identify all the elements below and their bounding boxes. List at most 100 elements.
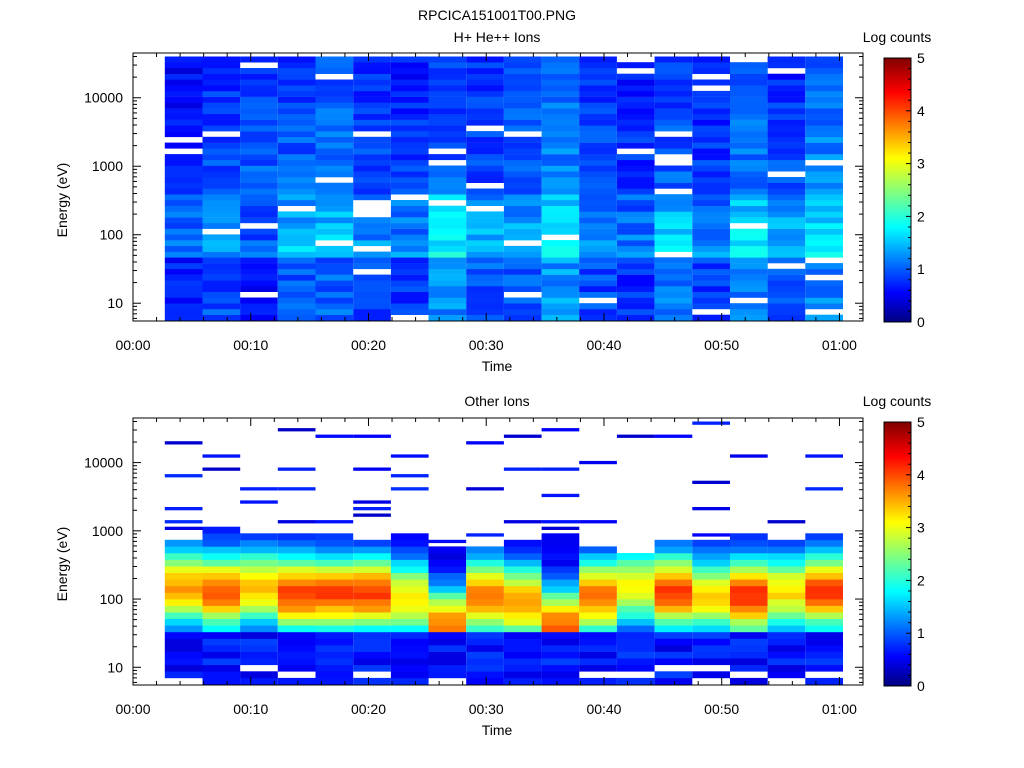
heatmap-cell <box>240 79 278 86</box>
heatmap-cell <box>767 56 806 63</box>
heatmap-cell <box>579 566 617 573</box>
heatmap-cell <box>390 234 429 241</box>
heatmap-cell <box>692 268 730 275</box>
heatmap-cell <box>503 280 542 287</box>
heatmap-cell <box>654 658 693 666</box>
heatmap-cell <box>692 56 730 63</box>
heatmap-cell <box>767 599 806 606</box>
heatmap-cell <box>730 90 768 97</box>
heatmap-cell <box>616 188 655 195</box>
heatmap-cell <box>654 257 693 264</box>
heatmap-cell <box>466 671 504 679</box>
heatmap-cell <box>428 257 467 264</box>
heatmap-cell <box>240 651 278 659</box>
heatmap-cell <box>390 56 429 63</box>
heatmap-cell <box>692 257 730 264</box>
heatmap-cell <box>805 125 843 132</box>
heatmap-cell <box>503 96 542 103</box>
heatmap-cell <box>692 154 730 161</box>
heatmap-cell <box>390 205 429 212</box>
heatmap-cell <box>390 274 429 281</box>
heatmap-cell <box>541 280 580 287</box>
heatmap-cell <box>202 309 241 315</box>
heatmap-cell <box>579 625 617 633</box>
heatmap-cell <box>202 90 241 97</box>
heatmap-cell <box>541 79 580 86</box>
heatmap-cell <box>240 205 278 212</box>
heatmap-cell <box>428 309 467 315</box>
heatmap-cell <box>466 566 504 573</box>
heatmap-cell <box>654 182 693 189</box>
heatmap-cell <box>315 165 354 172</box>
heatmap-cell <box>767 73 806 80</box>
heatmap-cell <box>805 240 843 247</box>
heatmap-cell <box>805 286 843 292</box>
heatmap-cell <box>805 612 843 619</box>
heatmap-cell <box>353 125 391 132</box>
heatmap-cell <box>277 136 316 143</box>
heatmap-cell <box>202 96 241 103</box>
heatmap-cell <box>390 638 429 646</box>
heatmap-cell <box>428 612 467 619</box>
heatmap-cell <box>692 297 730 304</box>
heatmap-cell <box>202 533 241 541</box>
heatmap-cell <box>730 303 768 310</box>
heatmap-cell <box>730 291 768 298</box>
heatmap-cell <box>692 585 730 593</box>
heatmap-cell <box>202 664 241 672</box>
heatmap-cell <box>202 68 241 74</box>
heatmap-cell <box>730 194 768 201</box>
heatmap-cell <box>277 274 316 281</box>
heatmap-cell <box>277 677 316 685</box>
heatmap-cell <box>730 136 768 143</box>
heatmap-cell <box>390 291 429 298</box>
heatmap-cell <box>692 480 730 484</box>
heatmap-cell <box>353 228 391 235</box>
heatmap-cell <box>730 638 768 646</box>
heatmap-cell <box>315 171 354 178</box>
heatmap-cell <box>428 73 467 80</box>
heatmap-cell <box>353 434 391 438</box>
heatmap-cell <box>240 154 278 161</box>
heatmap-cell <box>240 546 278 554</box>
heatmap-cell <box>202 177 241 183</box>
heatmap-cell <box>541 200 580 206</box>
heatmap-cell <box>692 136 730 143</box>
heatmap-cell <box>805 154 843 161</box>
heatmap-cell <box>277 217 316 224</box>
heatmap-cell <box>767 638 806 646</box>
heatmap-cell <box>202 263 241 270</box>
heatmap-cell <box>616 165 655 172</box>
heatmap-cell <box>390 159 429 166</box>
heatmap-cell <box>240 171 278 178</box>
heatmap-cell <box>164 268 203 275</box>
heatmap-cell <box>503 205 542 212</box>
heatmap-cell <box>730 108 768 115</box>
heatmap-cell <box>353 513 391 517</box>
heatmap-cell <box>353 148 391 155</box>
heatmap-cell <box>579 291 617 298</box>
heatmap-cell <box>428 96 467 103</box>
heatmap-cell <box>466 228 504 235</box>
heatmap-cell <box>805 113 843 120</box>
heatmap-cell <box>541 217 580 224</box>
y-tick-label: 1000 <box>92 158 123 174</box>
heatmap-cell <box>805 90 843 97</box>
heatmap-cell <box>277 605 316 613</box>
heatmap-cell <box>315 228 354 235</box>
heatmap-cell <box>277 90 316 97</box>
panel-title: Other Ions <box>464 393 529 409</box>
heatmap-cell <box>240 274 278 281</box>
heatmap-cell <box>692 251 730 258</box>
heatmap-cell <box>616 108 655 115</box>
heatmap-cell <box>202 257 241 264</box>
colorbar-label: Log counts <box>863 29 932 45</box>
heatmap-cell <box>390 165 429 172</box>
heatmap-cell <box>466 257 504 264</box>
heatmap-cell <box>315 194 354 201</box>
heatmap-cell <box>616 677 655 685</box>
heatmap-cell <box>277 177 316 183</box>
heatmap-cell <box>277 165 316 172</box>
heatmap-cell <box>503 592 542 600</box>
